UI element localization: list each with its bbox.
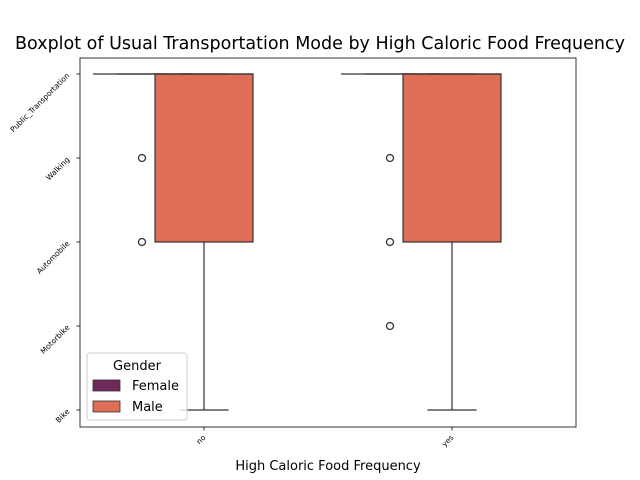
y-tick-label: Walking (44, 155, 71, 182)
y-tick-label: Motorbike (39, 323, 72, 356)
box-body (402, 73, 502, 243)
y-tick-label: Public_Transportation (8, 71, 71, 134)
outlier-point (385, 237, 395, 247)
y-axis: Public_Transportation Walking Automobile Mo… (8, 71, 80, 425)
x-tick-label: yes (440, 433, 456, 449)
box-male-yes (402, 73, 502, 411)
legend-label-male: Male (132, 400, 163, 415)
outlier-point (137, 237, 147, 247)
chart-title: Boxplot of Usual Transportation Mode by … (15, 34, 625, 54)
legend-swatch-female (92, 379, 121, 392)
x-tick-label: no (194, 433, 207, 446)
outlier-point (385, 153, 395, 163)
plot-area (93, 73, 502, 411)
outlier-point (385, 321, 395, 331)
box-male-no (154, 73, 254, 411)
legend-title: Gender (113, 359, 162, 374)
x-axis-label: High Caloric Food Frequency (235, 459, 421, 474)
outlier-point (137, 153, 147, 163)
legend-label-female: Female (132, 379, 179, 394)
legend: Gender Female Male (86, 352, 188, 421)
box-body (154, 73, 254, 243)
x-axis: no yes (194, 427, 455, 449)
y-tick-label: Automobile (35, 239, 72, 276)
y-tick-label: Bike (54, 407, 72, 425)
legend-swatch-male (92, 400, 121, 413)
plot-frame (79, 57, 577, 428)
